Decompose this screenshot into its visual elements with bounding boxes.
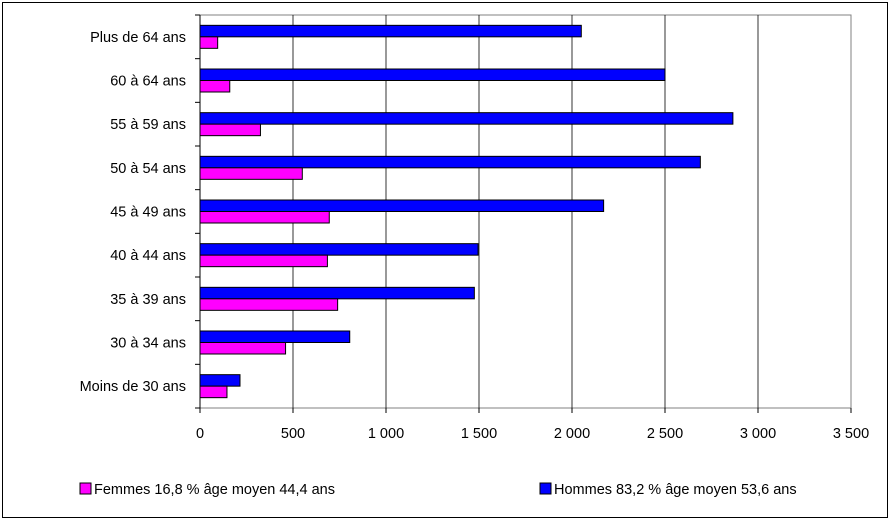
plot-area: 0 500 1 000 1 500 2 000 2 500 3 000 3 500 Plus d… [80,14,869,442]
bar-hommes [199,24,582,38]
bar-hommes [199,286,475,300]
x-tick-label: 2 000 [554,426,590,442]
y-category-label: 30 à 34 ans [110,336,186,352]
y-category-label: 45 à 49 ans [110,205,186,221]
legend-item-hommes: Hommes 83,2 % âge moyen 53,6 ans [539,482,797,498]
legend-label: Hommes 83,2 % âge moyen 53,6 ans [554,482,797,498]
legend-label: Femmes 16,8 % âge moyen 44,4 ans [94,482,335,498]
bar-femmes [199,211,330,224]
x-tick-label: 3 500 [833,426,869,442]
y-category-label: Plus de 64 ans [90,30,186,46]
x-tick-label: 1 500 [461,426,497,442]
y-category-label: 50 à 54 ans [110,161,186,177]
bar-hommes [199,155,701,169]
y-category-label: 35 à 39 ans [110,292,186,308]
y-category-label: 40 à 44 ans [110,248,186,264]
legend-item-femmes: Femmes 16,8 % âge moyen 44,4 ans [79,482,335,498]
y-category-label: 60 à 64 ans [110,74,186,90]
x-tick-label: 0 [196,426,204,442]
bar-femmes [199,342,287,355]
bar-hommes [199,199,605,212]
x-tick-label: 3 000 [740,426,776,442]
y-category-label: 55 à 59 ans [110,117,186,133]
bar-hommes [199,243,479,256]
x-tick-label: 1 000 [368,426,404,442]
bar-femmes [199,298,339,311]
bar-femmes [199,123,261,137]
x-tick-label: 500 [281,426,305,442]
bar-hommes [199,112,734,125]
bar-femmes [199,385,228,399]
legend: Femmes 16,8 % âge moyen 44,4 ans Hommes 8… [79,482,797,498]
bar-femmes [199,36,219,49]
bar-femmes [199,254,328,268]
bar-femmes [199,80,231,93]
legend-swatch [79,482,92,495]
legend-swatch [539,482,552,495]
bar-hommes [199,330,351,343]
x-tick-label: 2 500 [647,426,683,442]
bar-hommes [199,374,241,387]
bar-hommes [199,68,666,81]
y-category-label: Moins de 30 ans [80,379,186,395]
bar-femmes [199,167,303,180]
